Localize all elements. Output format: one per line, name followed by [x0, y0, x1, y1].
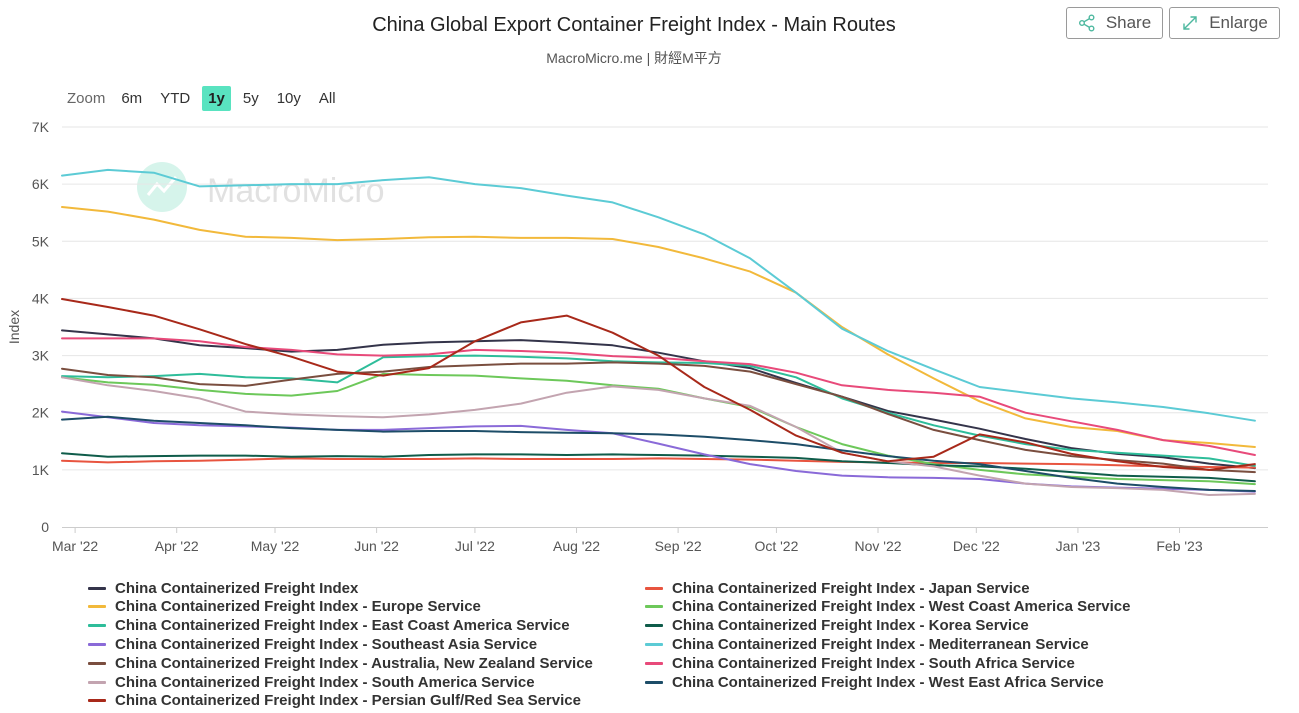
zoom-selector: Zoom 6m YTD 1y 5y 10y All: [62, 84, 348, 112]
x-tick-label: Aug '22: [553, 538, 600, 554]
y-axis-label: Index: [6, 310, 22, 344]
legend-swatch: [88, 642, 106, 646]
legend-item[interactable]: China Containerized Freight Index - East…: [88, 617, 570, 635]
legend-swatch: [88, 624, 106, 628]
legend-label: China Containerized Freight Index - Japa…: [672, 579, 1030, 597]
x-tick-label: Jun '22: [354, 538, 399, 554]
x-tick-label: May '22: [251, 538, 300, 554]
legend-item[interactable]: China Containerized Freight Index - Kore…: [645, 617, 1029, 635]
y-tick-label: 5K: [32, 233, 50, 249]
legend-label: China Containerized Freight Index: [115, 579, 359, 597]
x-tick-label: Jan '23: [1056, 538, 1101, 554]
legend-item[interactable]: China Containerized Freight Index - Japa…: [645, 579, 1030, 597]
legend-item[interactable]: China Containerized Freight Index - Sout…: [645, 654, 1075, 672]
x-tick-label: Feb '23: [1156, 538, 1202, 554]
zoom-option-ytd[interactable]: YTD: [160, 89, 191, 107]
zoom-option-1y[interactable]: 1y: [202, 85, 231, 111]
legend-item[interactable]: China Containerized Freight Index - Medi…: [645, 635, 1089, 653]
y-tick-label: 2K: [32, 405, 50, 421]
x-tick-label: Sep '22: [655, 538, 702, 554]
legend-swatch: [645, 680, 663, 684]
y-tick-label: 3K: [32, 348, 50, 364]
series-line-1[interactable]: [61, 457, 1256, 469]
share-label: Share: [1105, 13, 1152, 32]
legend-label: China Containerized Freight Index - Sout…: [672, 654, 1075, 672]
legend-label: China Containerized Freight Index - Sout…: [115, 635, 538, 653]
legend-label: China Containerized Freight Index - Euro…: [115, 598, 481, 616]
y-tick-label: 7K: [32, 119, 50, 135]
legend-swatch: [645, 586, 663, 590]
zoom-option-10y[interactable]: 10y: [276, 89, 301, 107]
legend-swatch: [645, 605, 663, 609]
legend-swatch: [88, 699, 106, 703]
legend-item[interactable]: China Containerized Freight Index - Sout…: [88, 635, 537, 653]
line-chart: MacroMicro 0 1K 2K 3K 4K 5K 6K 7K Mar '22 Apr '22 M…: [6, 119, 1268, 554]
series-line-4[interactable]: [61, 354, 1256, 467]
x-tick-label: Jul '22: [455, 538, 495, 554]
series-line-6[interactable]: [61, 410, 1256, 493]
x-tick-label: Dec '22: [953, 538, 1000, 554]
watermark-logo-icon: [137, 162, 187, 212]
legend-swatch: [645, 624, 663, 628]
y-tick-label: 4K: [32, 290, 50, 306]
series-line-11[interactable]: [61, 415, 1256, 492]
zoom-label: Zoom: [67, 89, 106, 107]
series-line-2[interactable]: [61, 206, 1256, 448]
share-button[interactable]: Share: [1066, 7, 1163, 39]
legend-label: China Containerized Freight Index - West…: [672, 673, 1104, 691]
legend-label: China Containerized Freight Index - Sout…: [115, 673, 535, 691]
x-tick-label: Nov '22: [855, 538, 902, 554]
legend-item[interactable]: China Containerized Freight Index - Aust…: [88, 654, 593, 672]
series-line-5[interactable]: [61, 452, 1256, 483]
legend-item[interactable]: China Containerized Freight Index - West…: [645, 673, 1104, 691]
zoom-option-all[interactable]: All: [318, 89, 336, 107]
legend-label: China Containerized Freight Index - Aust…: [115, 654, 593, 672]
expand-icon: [1183, 16, 1197, 30]
legend-label: China Containerized Freight Index - West…: [672, 598, 1131, 616]
y-tick-label: 6K: [32, 176, 50, 192]
legend-item[interactable]: China Containerized Freight Index - Sout…: [88, 673, 535, 691]
y-tick-label: 1K: [32, 462, 50, 478]
enlarge-label: Enlarge: [1209, 13, 1268, 32]
legend-item[interactable]: China Containerized Freight Index - Pers…: [88, 692, 581, 710]
legend-swatch: [88, 661, 106, 665]
x-tick-label: Oct '22: [754, 538, 798, 554]
legend-swatch: [645, 642, 663, 646]
series-line-10[interactable]: [61, 376, 1256, 496]
zoom-option-6m[interactable]: 6m: [121, 89, 143, 107]
legend-item[interactable]: China Containerized Freight Index: [88, 579, 358, 597]
series-line-8[interactable]: [61, 361, 1256, 474]
chart-subtitle: MacroMicro.me | 財經M平方: [546, 50, 722, 66]
y-tick-label: 0: [41, 519, 49, 535]
watermark: MacroMicro: [137, 162, 385, 212]
chart-title: China Global Export Container Freight In…: [372, 14, 896, 36]
legend-label: China Containerized Freight Index - Medi…: [672, 635, 1089, 653]
x-tick-label: Mar '22: [52, 538, 98, 554]
legend-item[interactable]: China Containerized Freight Index - West…: [645, 598, 1130, 616]
legend-label: China Containerized Freight Index - Pers…: [115, 692, 581, 710]
zoom-option-5y[interactable]: 5y: [242, 89, 259, 107]
legend-swatch: [88, 605, 106, 609]
share-icon: [1078, 14, 1095, 32]
series-line-7[interactable]: [61, 168, 1256, 422]
enlarge-button[interactable]: Enlarge: [1169, 7, 1280, 39]
legend-label: China Containerized Freight Index - Kore…: [672, 617, 1029, 635]
legend-swatch: [88, 680, 106, 684]
x-tick-label: Apr '22: [155, 538, 199, 554]
legend-label: China Containerized Freight Index - East…: [115, 617, 570, 635]
legend-swatch: [88, 586, 106, 590]
legend-swatch: [645, 661, 663, 665]
series-line-12[interactable]: [61, 298, 1256, 471]
watermark-text: MacroMicro: [207, 172, 385, 210]
legend-item[interactable]: China Containerized Freight Index - Euro…: [88, 598, 481, 616]
